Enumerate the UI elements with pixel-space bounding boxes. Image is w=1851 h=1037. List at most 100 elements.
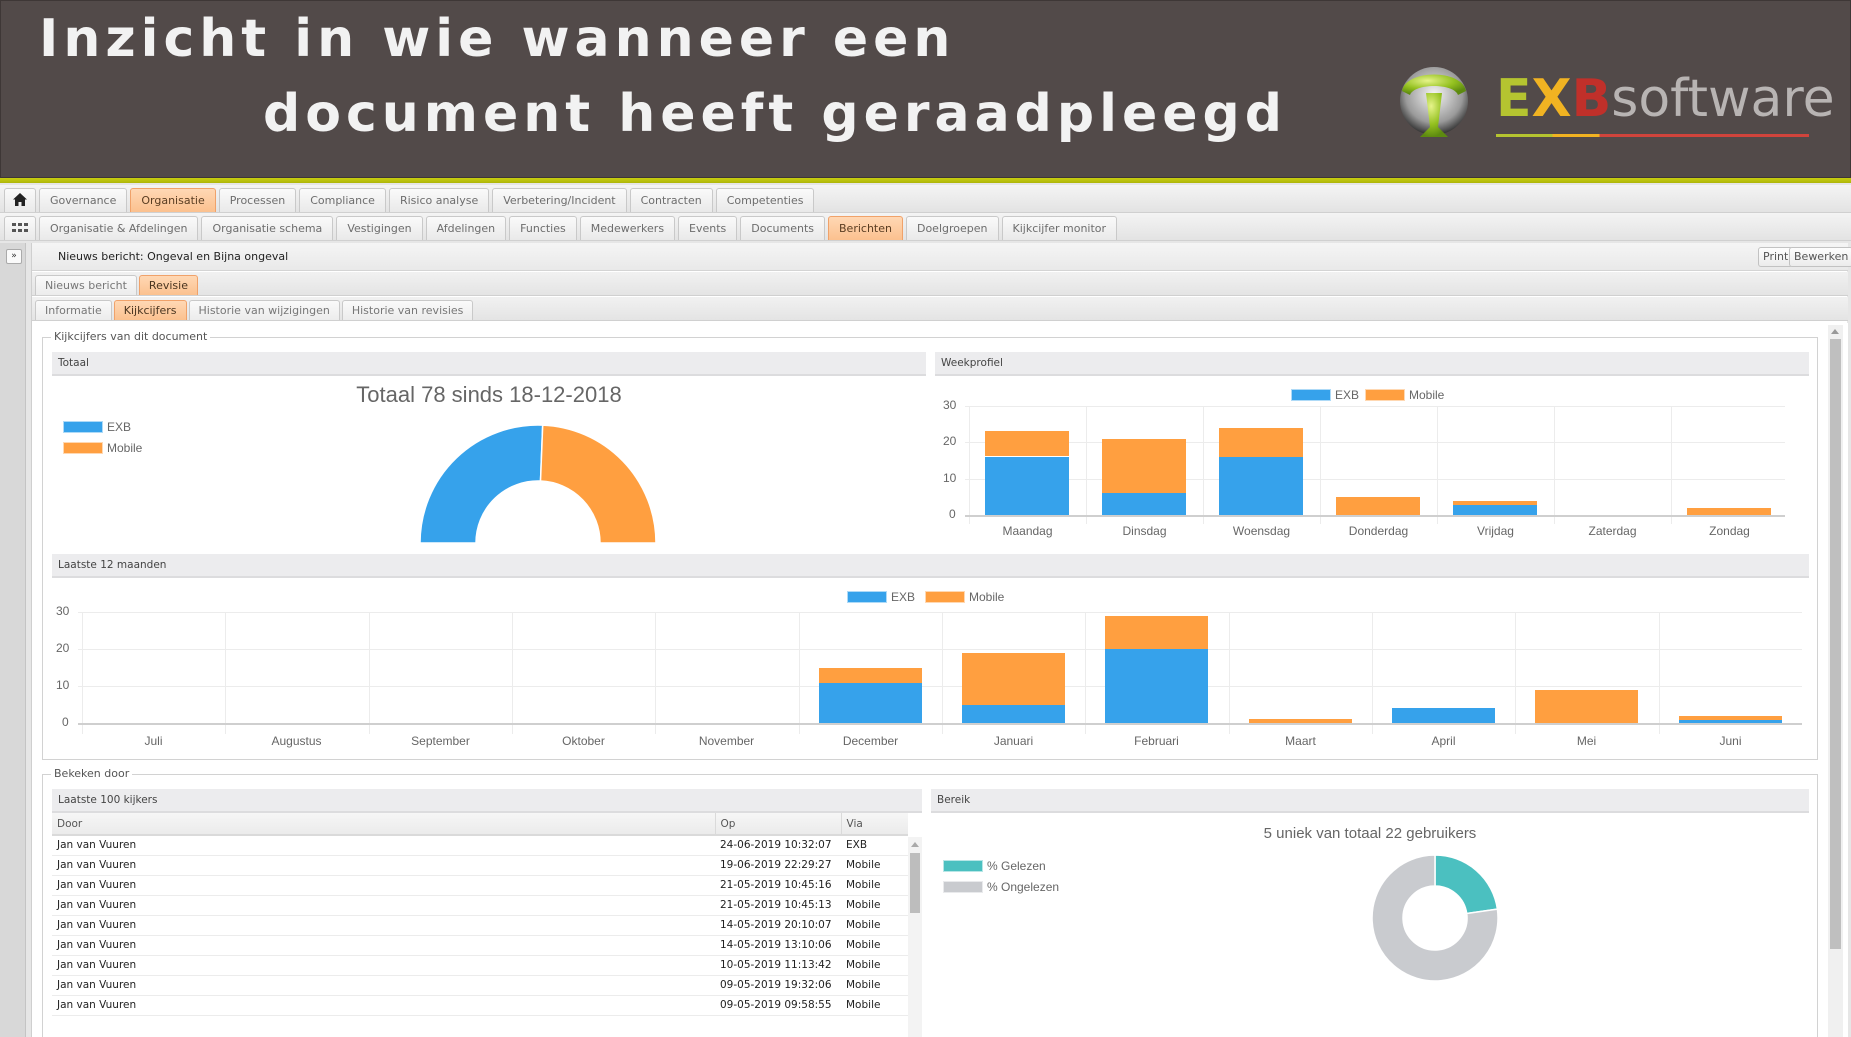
totaal-chart-title: Totaal 78 sinds 18-12-2018 [356, 382, 622, 407]
logo-wordmark: EXBsoftware [1496, 69, 1835, 129]
bar-dinsdag-mobile[interactable] [1102, 439, 1186, 493]
bekeken-fieldset: Bekeken door Laatste 100 kijkers Door Op… [42, 767, 1818, 1037]
bar-juni-exb[interactable] [1679, 720, 1782, 723]
legend-gelezen[interactable]: % Gelezen [943, 855, 1046, 874]
tab-revisie[interactable]: Revisie [138, 275, 198, 295]
bar-vrijdag-mobile[interactable] [1453, 501, 1537, 505]
bar-maandag-mobile[interactable] [985, 431, 1069, 456]
subtab-organisatie-schema[interactable]: Organisatie schema [201, 216, 334, 240]
exb-swatch [1291, 388, 1331, 401]
bar-woensdag-mobile[interactable] [1219, 428, 1303, 457]
bar-februari-exb[interactable] [1105, 649, 1208, 723]
col-op[interactable]: Op [715, 813, 842, 836]
bar-december-mobile[interactable] [819, 668, 922, 683]
table-row[interactable]: Jan van Vuuren 09-05-2019 19:32:06 Mobile [52, 975, 908, 996]
table-row[interactable]: Jan van Vuuren 14-05-2019 20:10:07 Mobile [52, 915, 908, 936]
grid-icon [12, 223, 28, 232]
bar-januari-mobile[interactable] [962, 653, 1065, 705]
double-chevron-right-icon: » [11, 251, 17, 261]
ongelezen-segment[interactable] [1371, 854, 1499, 982]
tab-compliance[interactable]: Compliance [299, 188, 386, 212]
weekprofiel-legend-exb[interactable]: EXB [1291, 384, 1359, 403]
home-button[interactable] [4, 188, 36, 212]
subtab-vestigingen[interactable]: Vestigingen [336, 216, 423, 240]
table-row[interactable]: Jan van Vuuren 21-05-2019 10:45:13 Mobile [52, 895, 908, 916]
table-row[interactable]: Jan van Vuuren 14-05-2019 13:10:06 Mobile [52, 935, 908, 956]
tab-competenties[interactable]: Competenties [715, 188, 815, 212]
tab-governance[interactable]: Governance [39, 188, 128, 212]
bar-december-exb[interactable] [819, 683, 922, 723]
tab-contracten[interactable]: Contracten [629, 188, 713, 212]
legend-ongelezen[interactable]: % Ongelezen [943, 876, 1059, 895]
table-row[interactable]: Jan van Vuuren 09-05-2019 09:58:55 Mobile [52, 995, 908, 1016]
tab-risico-analyse[interactable]: Risico analyse [388, 188, 490, 212]
revisie-tabs: Informatie Kijkcijfers Historie van wijz… [32, 297, 1848, 321]
expand-sidebar-button[interactable]: » [6, 249, 22, 264]
viewers-scrollbar[interactable] [908, 837, 922, 1037]
tab-historie-wijzigingen[interactable]: Historie van wijzigingen [188, 300, 340, 320]
tab-nieuws-bericht[interactable]: Nieuws bericht [35, 275, 137, 295]
app-window: Governance Organisatie Processen Complia… [0, 183, 1851, 1037]
col-door[interactable]: Door [52, 813, 716, 836]
subtab-doelgroepen[interactable]: Doelgroepen [905, 216, 999, 240]
tab-organisatie[interactable]: Organisatie [130, 188, 216, 212]
table-row[interactable]: Jan van Vuuren 10-05-2019 11:13:42 Mobile [52, 955, 908, 976]
bar-mei-mobile[interactable] [1535, 690, 1638, 723]
maanden-header: Laatste 12 maanden [52, 554, 1809, 578]
bar-april-exb[interactable] [1392, 708, 1495, 723]
subtab-functies[interactable]: Functies [509, 216, 577, 240]
scroll-up-icon[interactable] [1831, 329, 1839, 334]
print-button[interactable]: Print [1758, 247, 1794, 267]
bereik-header: Bereik [931, 789, 1809, 813]
scroll-up-icon[interactable] [911, 842, 919, 847]
bar-maandag-exb[interactable] [985, 457, 1069, 515]
kijkcijfers-legend: Kijkcijfers van dit document [51, 330, 211, 343]
tab-kijkcijfers[interactable]: Kijkcijfers [113, 300, 187, 320]
bar-juni-mobile[interactable] [1679, 716, 1782, 720]
bar-zondag-mobile[interactable] [1687, 508, 1771, 515]
tab-historie-revisies[interactable]: Historie van revisies [341, 300, 474, 320]
main-nav: Governance Organisatie Processen Complia… [0, 185, 1851, 213]
tab-verbetering-incident[interactable]: Verbetering/Incident [492, 188, 627, 212]
subtab-kijkcijfer-monitor[interactable]: Kijkcijfer monitor [1001, 216, 1118, 240]
edit-button[interactable]: Bewerken [1789, 247, 1851, 267]
bar-januari-exb[interactable] [962, 705, 1065, 723]
table-row[interactable]: Jan van Vuuren 24-06-2019 10:32:07 EXB [52, 835, 908, 856]
mobile-segment[interactable] [539, 424, 657, 544]
subtab-events[interactable]: Events [678, 216, 738, 240]
bar-vrijdag-exb[interactable] [1453, 505, 1537, 515]
bar-februari-mobile[interactable] [1105, 616, 1208, 649]
record-title: Nieuws bericht: Ongeval en Bijna ongeval [58, 250, 289, 263]
col-via[interactable]: Via [841, 813, 908, 836]
subtab-afdelingen[interactable]: Afdelingen [425, 216, 507, 240]
viewers-table-wrap: Door Op Via Jan van Vuuren 24-06-2019 10:… [52, 813, 908, 1037]
exb-segment[interactable] [419, 424, 544, 544]
table-row[interactable]: Jan van Vuuren 19-06-2019 22:29:27 Mobile [52, 855, 908, 876]
bar-maart-mobile[interactable] [1249, 719, 1352, 723]
logo-underline [1496, 134, 1809, 137]
viewers-scrollbar-thumb[interactable] [910, 853, 920, 913]
bar-dinsdag-exb[interactable] [1102, 493, 1186, 515]
viewers-header: Laatste 100 kijkers [52, 789, 922, 813]
subtab-documents[interactable]: Documents [740, 216, 826, 240]
weekprofiel-legend-mobile[interactable]: Mobile [1365, 384, 1444, 403]
bar-donderdag-mobile[interactable] [1336, 497, 1420, 515]
scrollbar-thumb[interactable] [1830, 339, 1841, 949]
page-scrollbar[interactable] [1828, 325, 1843, 1037]
subtab-medewerkers[interactable]: Medewerkers [579, 216, 676, 240]
side-panel-collapsed: » [0, 243, 26, 1037]
subtab-berichten[interactable]: Berichten [828, 216, 903, 240]
gelezen-segment[interactable] [1434, 854, 1499, 915]
legend-mobile[interactable]: Mobile [63, 437, 142, 456]
bar-woensdag-exb[interactable] [1219, 457, 1303, 515]
legend-exb[interactable]: EXB [63, 416, 131, 435]
maanden-legend-exb[interactable]: EXB [847, 586, 915, 605]
maanden-legend-mobile[interactable]: Mobile [925, 586, 1004, 605]
tab-processen[interactable]: Processen [218, 188, 297, 212]
exb-software-logo: EXBsoftware [1396, 61, 1836, 151]
record-tabs: Nieuws bericht Revisie [32, 272, 1848, 296]
tab-informatie[interactable]: Informatie [35, 300, 112, 320]
table-row[interactable]: Jan van Vuuren 21-05-2019 10:45:16 Mobile [52, 875, 908, 896]
subtab-organisatie-afdelingen[interactable]: Organisatie & Afdelingen [39, 216, 199, 240]
apps-menu-button[interactable] [4, 216, 36, 240]
